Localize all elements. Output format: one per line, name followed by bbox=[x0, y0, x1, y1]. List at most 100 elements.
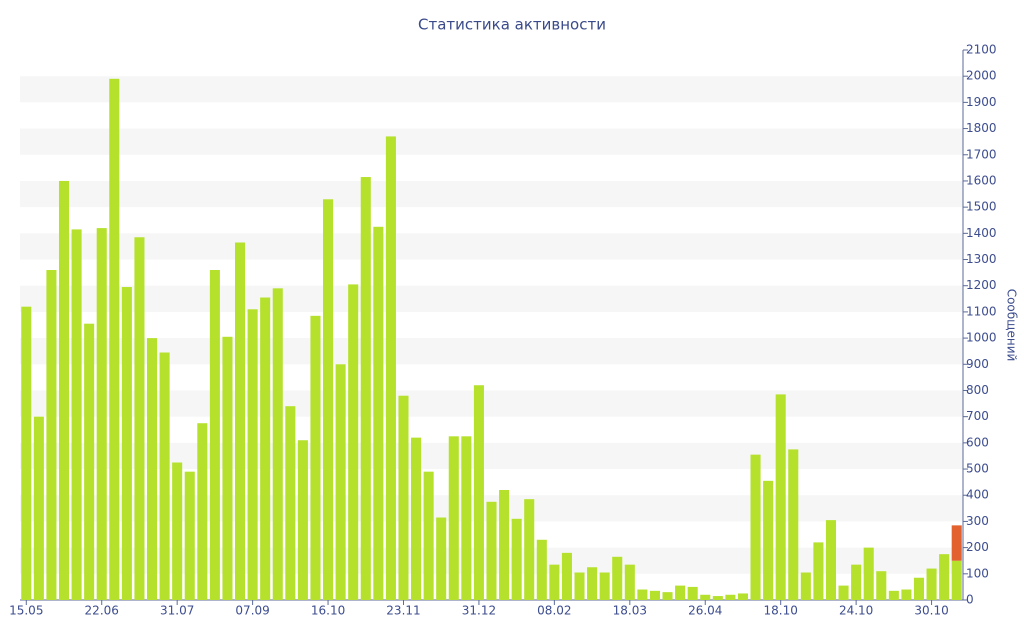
bar bbox=[901, 589, 912, 600]
bar bbox=[335, 364, 346, 600]
bar bbox=[436, 517, 447, 600]
y-tick-label: 1600 bbox=[966, 173, 997, 187]
x-tick-label: 18.03 bbox=[613, 604, 647, 618]
y-tick-label: 1400 bbox=[966, 226, 997, 240]
bar bbox=[46, 270, 57, 600]
y-tick-label: 2000 bbox=[966, 69, 997, 83]
bar bbox=[813, 542, 824, 600]
x-tick-label: 26.04 bbox=[688, 604, 722, 618]
y-tick-label: 800 bbox=[966, 383, 989, 397]
bar bbox=[33, 416, 44, 600]
x-tick-label: 16.10 bbox=[311, 604, 345, 618]
bar bbox=[373, 226, 384, 601]
x-tick-label: 08.02 bbox=[537, 604, 571, 618]
x-tick-label: 15.05 bbox=[9, 604, 43, 618]
bar bbox=[348, 284, 359, 600]
bar bbox=[146, 338, 158, 600]
bar bbox=[913, 577, 925, 600]
y-tick-label: 300 bbox=[966, 514, 989, 528]
bar bbox=[511, 518, 522, 600]
y-tick-label: 500 bbox=[966, 462, 989, 476]
bar bbox=[800, 572, 811, 600]
bar bbox=[574, 572, 585, 600]
y-tick-label: 900 bbox=[966, 357, 989, 371]
bar bbox=[561, 552, 572, 600]
bar bbox=[197, 423, 208, 600]
bar bbox=[285, 406, 296, 600]
grid-band bbox=[20, 76, 963, 103]
bar bbox=[411, 437, 422, 600]
bar bbox=[461, 436, 472, 600]
grid-band bbox=[20, 180, 963, 208]
bar bbox=[260, 297, 271, 600]
bar bbox=[235, 242, 246, 600]
bar bbox=[851, 564, 862, 600]
bar bbox=[939, 554, 950, 600]
bar bbox=[84, 323, 95, 600]
bar bbox=[536, 539, 547, 600]
grid-band bbox=[20, 128, 963, 155]
bar bbox=[599, 572, 610, 600]
x-tick-label: 30.10 bbox=[914, 604, 948, 618]
bar bbox=[788, 449, 799, 600]
bar bbox=[473, 385, 484, 600]
bar bbox=[121, 287, 132, 600]
bar bbox=[96, 228, 107, 600]
bar bbox=[159, 352, 170, 600]
bar bbox=[712, 596, 723, 600]
bar bbox=[486, 501, 497, 600]
grid-band bbox=[20, 390, 963, 417]
y-tick-label: 1900 bbox=[966, 95, 997, 109]
bar bbox=[624, 564, 635, 600]
bar bbox=[398, 395, 409, 600]
y-tick-label: 600 bbox=[966, 435, 989, 449]
bar bbox=[209, 270, 220, 600]
bar bbox=[549, 564, 560, 600]
bar bbox=[612, 556, 623, 600]
y-tick-label: 400 bbox=[966, 488, 989, 502]
bar bbox=[272, 288, 283, 600]
bar bbox=[825, 520, 837, 600]
y-tick-label: 1700 bbox=[966, 147, 997, 161]
bar bbox=[297, 440, 308, 600]
bar bbox=[951, 560, 962, 600]
y-tick-label: 200 bbox=[966, 540, 989, 554]
x-tick-label: 07.09 bbox=[235, 604, 269, 618]
x-tick-label: 31.07 bbox=[160, 604, 194, 618]
bar bbox=[222, 336, 233, 600]
y-axis-label: Сообщений bbox=[1005, 289, 1019, 362]
bar bbox=[323, 199, 334, 601]
bar bbox=[737, 593, 748, 600]
y-tick-label: 0 bbox=[966, 593, 974, 607]
bar bbox=[184, 471, 195, 600]
bar bbox=[649, 590, 660, 600]
grid-band bbox=[20, 285, 963, 312]
x-tick-label: 24.10 bbox=[839, 604, 873, 618]
bar bbox=[876, 571, 887, 600]
x-tick-label: 22.06 bbox=[85, 604, 119, 618]
bar bbox=[109, 78, 120, 601]
y-tick-label: 1300 bbox=[966, 252, 997, 266]
bar bbox=[888, 590, 899, 600]
bar bbox=[926, 568, 937, 600]
bar bbox=[247, 309, 258, 600]
bar bbox=[499, 490, 510, 600]
bar bbox=[675, 585, 686, 600]
y-tick-label: 1800 bbox=[966, 121, 997, 135]
bar bbox=[700, 594, 711, 600]
grid-band bbox=[20, 338, 963, 365]
y-tick-label: 700 bbox=[966, 409, 989, 423]
x-tick-label: 31.12 bbox=[462, 604, 496, 618]
bar bbox=[423, 471, 434, 600]
bar bbox=[134, 237, 145, 600]
y-tick-label: 100 bbox=[966, 566, 989, 580]
bar bbox=[21, 306, 32, 600]
bar bbox=[448, 436, 459, 600]
bar bbox=[385, 136, 396, 600]
bar bbox=[838, 585, 849, 600]
bar bbox=[71, 229, 82, 600]
bar bbox=[360, 177, 371, 600]
x-tick-label: 18.10 bbox=[764, 604, 798, 618]
bar bbox=[725, 594, 736, 600]
bar bbox=[58, 180, 70, 600]
